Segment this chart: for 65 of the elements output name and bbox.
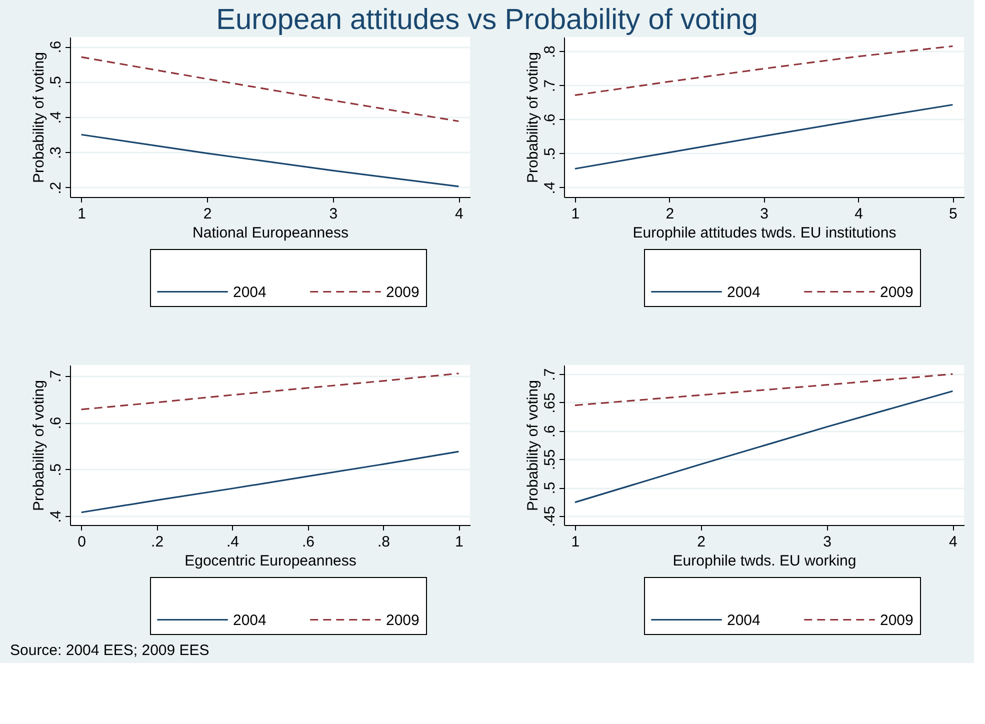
x-tick-label: .6 <box>302 534 314 550</box>
y-tick-label: .65 <box>542 392 558 414</box>
y-tick-label: .55 <box>542 449 558 470</box>
line-series <box>574 104 954 170</box>
line-series <box>574 373 954 406</box>
y-tick-label: .4 <box>542 182 558 194</box>
legend-label: 2009 <box>880 284 914 301</box>
x-axis-title: Europhile twds. EU working <box>672 552 856 570</box>
y-tick-label: .5 <box>542 148 558 160</box>
line-series <box>80 134 460 188</box>
y-tick-label: .7 <box>542 80 558 92</box>
line-series <box>574 45 954 96</box>
line-series <box>574 390 954 504</box>
legend-label: 2004 <box>233 612 266 629</box>
legend-label: 2004 <box>233 284 266 301</box>
legend-label: 2009 <box>880 612 914 629</box>
y-tick-label: .5 <box>48 76 64 89</box>
y-axis-title: Probability of voting <box>524 52 542 183</box>
legend-label: 2009 <box>386 612 420 629</box>
x-tick-label: 1 <box>571 534 580 550</box>
x-tick-label: .4 <box>226 534 240 550</box>
x-tick-label: 1 <box>571 206 580 222</box>
x-axis-title: Egocentric Europeanness <box>184 552 356 570</box>
y-tick-label: .4 <box>48 111 64 124</box>
line-series <box>80 372 460 410</box>
y-tick-label: .7 <box>542 368 558 381</box>
x-tick-label: 4 <box>948 534 958 550</box>
x-axis-title: National Europeanness <box>192 224 348 242</box>
x-tick-label: 3 <box>823 534 832 550</box>
x-tick-label: 2 <box>697 534 706 550</box>
y-axis-title: Probability of voting <box>524 380 542 511</box>
y-tick-label: .5 <box>542 482 558 494</box>
y-tick-label: .5 <box>48 464 64 476</box>
y-tick-label: .6 <box>48 416 64 430</box>
legend-label: 2004 <box>727 612 760 629</box>
x-tick-label: 5 <box>948 206 958 222</box>
legend-label: 2009 <box>386 284 420 301</box>
y-tick-label: .4 <box>48 510 64 523</box>
x-axis-title: Europhile attitudes twds. EU institutions <box>632 224 896 242</box>
y-tick-label: .2 <box>48 182 64 194</box>
source-note: Source: 2004 EES; 2009 EES <box>10 642 210 659</box>
x-tick-label: 2 <box>203 206 212 222</box>
y-tick-label: .8 <box>542 46 558 58</box>
line-series <box>80 56 460 122</box>
chart-title: European attitudes vs Probability of voting <box>216 4 758 36</box>
x-tick-label: 3 <box>329 206 338 222</box>
x-tick-label: 1 <box>78 206 86 222</box>
x-tick-label: .2 <box>151 534 164 550</box>
line-series <box>80 450 460 514</box>
x-tick-label: 4 <box>854 206 863 222</box>
x-tick-label: 0 <box>78 534 86 550</box>
y-tick-label: .7 <box>48 370 64 383</box>
x-tick-label: 2 <box>666 206 674 222</box>
legend-label: 2004 <box>727 284 760 301</box>
y-tick-label: .6 <box>542 425 558 438</box>
y-tick-label: .6 <box>48 40 64 54</box>
y-axis-title: Probability of voting <box>30 380 48 511</box>
y-axis-title: Probability of voting <box>30 52 48 183</box>
x-tick-label: 4 <box>455 206 464 222</box>
x-tick-label: .8 <box>377 534 390 550</box>
y-tick-label: .6 <box>542 114 558 126</box>
y-tick-label: .45 <box>542 506 558 527</box>
y-tick-label: .3 <box>48 146 64 159</box>
x-tick-label: 3 <box>760 206 768 222</box>
x-tick-label: 1 <box>455 534 464 550</box>
